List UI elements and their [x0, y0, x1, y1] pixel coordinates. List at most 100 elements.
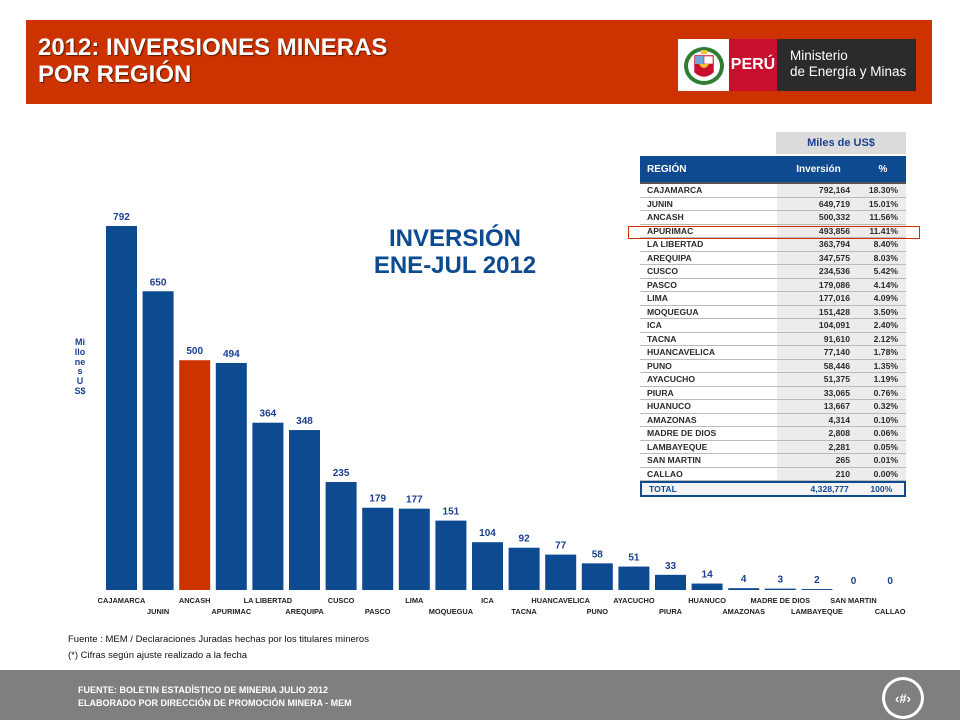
table-cell-investment: 13,667 — [777, 400, 860, 413]
table-cell-percent: 1.35% — [860, 359, 906, 372]
x-tick-label: MADRE DE DIOS — [751, 596, 811, 605]
table-cell-region: CUSCO — [647, 266, 679, 277]
data-label: 151 — [443, 507, 460, 518]
source-line2: (*) Cifras según ajuste realizado a la f… — [68, 650, 248, 661]
table-cell-region: PIURA — [647, 387, 674, 398]
table-cell-percent: 3.50% — [860, 305, 906, 318]
x-tick-label: ICA — [481, 596, 494, 605]
bar — [545, 554, 577, 590]
total-label: TOTAL — [649, 484, 677, 494]
bar — [618, 566, 650, 590]
data-label: 14 — [702, 570, 714, 581]
table-cell-region: MADRE DE DIOS — [647, 428, 717, 439]
table-row: MADRE DE DIOS 2,808 0.06% — [640, 427, 906, 441]
table-row: PIURA 33,065 0.76% — [640, 386, 906, 400]
footer-bar: FUENTE: BOLETIN ESTADÍSTICO DE MINERIA J… — [0, 670, 960, 720]
page-title-line1: 2012: INVERSIONES MINERAS — [38, 34, 388, 61]
data-label: 348 — [296, 416, 313, 427]
bar — [289, 430, 320, 590]
table-row: HUANCAVELICA 77,140 1.78% — [640, 346, 906, 360]
table-row: ICA 104,091 2.40% — [640, 319, 906, 333]
table-cell-investment: 347,575 — [777, 251, 860, 264]
table-cell-investment: 500,332 — [777, 211, 860, 224]
chart-title-line2: ENE-JUL 2012 — [373, 252, 537, 279]
data-label: 177 — [406, 495, 423, 506]
page-number-badge: ‹#› — [882, 677, 924, 719]
total-investment: 4,328,777 — [810, 484, 849, 494]
table-cell-percent: 18.30% — [860, 184, 906, 197]
data-label: 364 — [260, 409, 277, 420]
table-header: REGIÓN Inversión % — [640, 156, 906, 182]
x-tick-label: TACNA — [511, 607, 537, 616]
investment-table: REGIÓN Inversión % CAJAMARCA 792,164 18.30… — [640, 156, 906, 497]
footer-line1: FUENTE: BOLETIN ESTADÍSTICO DE MINERIA J… — [78, 685, 329, 695]
table-row: SAN MARTIN 265 0.01% — [640, 454, 906, 468]
data-label: 3 — [778, 575, 784, 586]
bar — [691, 583, 723, 590]
table-header-investment: Inversión — [796, 163, 841, 175]
bar — [142, 291, 174, 590]
table-cell-region: AYACUCHO — [647, 374, 696, 385]
data-label: 2 — [814, 575, 820, 586]
bar — [435, 520, 467, 590]
table-cell-investment: 151,428 — [777, 305, 860, 318]
table-cell-investment: 2,281 — [777, 440, 860, 453]
table-cell-investment: 179,086 — [777, 278, 860, 291]
table-cell-region: PASCO — [647, 279, 677, 290]
source-line1: Fuente : MEM / Declaraciones Juradas hec… — [68, 634, 369, 645]
source-note: Fuente : MEM / Declaraciones Juradas hec… — [68, 632, 369, 664]
table-row: MOQUEGUA 151,428 3.50% — [640, 305, 906, 319]
bar — [398, 508, 430, 590]
table-cell-percent: 5.42% — [860, 265, 906, 278]
table-row: JUNIN 649,719 15.01% — [640, 197, 906, 211]
x-tick-label: APURIMAC — [211, 607, 251, 616]
table-cell-percent: 0.05% — [860, 440, 906, 453]
x-tick-label: PUNO — [587, 607, 609, 616]
bar — [764, 588, 796, 590]
table-row: TACNA 91,610 2.12% — [640, 332, 906, 346]
bar — [581, 563, 613, 590]
table-cell-percent: 4.14% — [860, 278, 906, 291]
table-row: HUANUCO 13,667 0.32% — [640, 400, 906, 414]
data-label: 92 — [519, 534, 531, 545]
table-cell-percent: 11.41% — [860, 224, 906, 237]
logo-ministry-line2: de Energía y Minas — [790, 64, 907, 79]
ministry-logo: PERÚ Ministerio de Energía y Minas — [678, 39, 916, 91]
table-cell-region: AMAZONAS — [647, 414, 697, 425]
table-row: AREQUIPA 347,575 8.03% — [640, 251, 906, 265]
page-title-line2: POR REGIÓN — [38, 61, 192, 88]
logo-country-label: PERÚ — [729, 39, 777, 91]
table-cell-percent: 1.78% — [860, 346, 906, 359]
table-cell-investment: 104,091 — [777, 319, 860, 332]
table-cell-investment: 210 — [777, 467, 860, 480]
table-cell-investment: 51,375 — [777, 373, 860, 386]
bar — [472, 542, 503, 590]
table-cell-region: HUANUCO — [647, 401, 691, 412]
data-label: 179 — [369, 494, 386, 505]
x-tick-label: SAN MARTIN — [830, 596, 876, 605]
x-tick-label: CAJAMARCA — [98, 596, 146, 605]
x-tick-label: PIURA — [659, 607, 683, 616]
table-cell-percent: 8.03% — [860, 251, 906, 264]
chart-title-line1: INVERSIÓN — [388, 225, 522, 252]
table-row: CALLAO 210 0.00% — [640, 467, 906, 481]
bar — [362, 507, 394, 590]
x-tick-label: LIMA — [405, 596, 424, 605]
table-cell-investment: 234,536 — [777, 265, 860, 278]
table-cell-investment: 77,140 — [777, 346, 860, 359]
table-cell-investment: 493,856 — [777, 224, 860, 237]
page-number: ‹#› — [885, 680, 921, 716]
bar — [252, 422, 284, 590]
table-cell-percent: 0.06% — [860, 427, 906, 440]
table-cell-region: ICA — [647, 320, 662, 331]
x-tick-label: LAMBAYEQUE — [791, 607, 843, 616]
data-label: 0 — [851, 576, 857, 587]
table-unit-label: Miles de US$ — [776, 132, 906, 154]
table-row: CAJAMARCA 792,164 18.30% — [640, 184, 906, 198]
table-cell-percent: 0.76% — [860, 386, 906, 399]
table-cell-percent: 11.56% — [860, 211, 906, 224]
bar — [179, 360, 211, 590]
data-label: 104 — [479, 528, 496, 539]
table-cell-investment: 58,446 — [777, 359, 860, 372]
header-banner: 2012: INVERSIONES MINERAS POR REGIÓN PER… — [26, 20, 932, 104]
